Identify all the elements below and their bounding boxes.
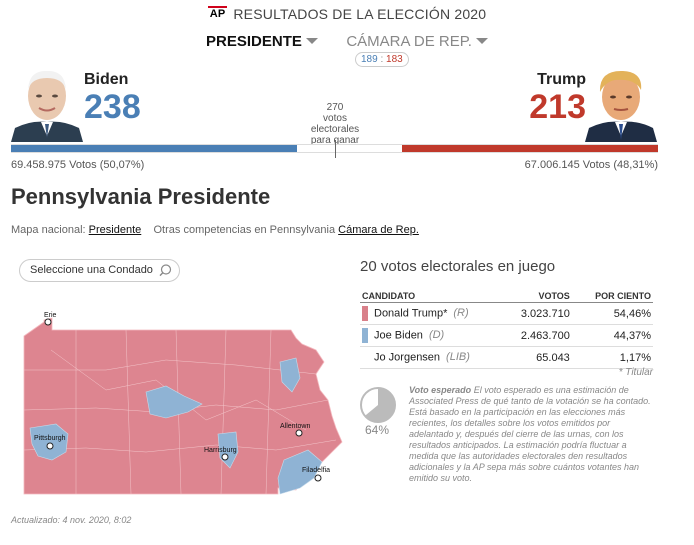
candidate-cell: Joe Biden (D)	[360, 324, 500, 347]
city-markers: Erie Pittsburgh Harrisburg Allentown Filadel…	[34, 312, 330, 482]
updated-timestamp: Actualizado: 4 nov. 2020, 8:02	[11, 515, 132, 525]
biden-name: Biden	[84, 71, 129, 88]
biden-portrait	[11, 66, 83, 142]
chevron-down-icon	[475, 38, 488, 44]
city-marker	[46, 442, 54, 450]
to-win-line-2: electorales	[310, 124, 360, 135]
electoral-vote-bar	[11, 144, 658, 153]
dem-bar-fill	[11, 145, 298, 152]
county-search-input[interactable]: Seleccione una Condado	[19, 259, 180, 282]
tab-house[interactable]: CÁMARA DE REP.	[346, 33, 488, 50]
table-row[interactable]: Donald Trump* (R) 3.023.710 54,46%	[360, 302, 653, 325]
to-win-number: 270	[326, 102, 344, 113]
candidate-party: (D)	[428, 329, 445, 342]
incumbent-note: * Titular	[618, 367, 653, 378]
city-label: Harrisburg	[204, 447, 237, 454]
tab-house-label: CÁMARA DE REP.	[346, 33, 472, 50]
candidate-name: Joe Biden	[374, 329, 423, 342]
party-swatch	[362, 306, 368, 321]
city-marker	[314, 474, 322, 482]
candidate-votes: 65.043	[500, 346, 572, 369]
biden-electoral-votes: 238	[84, 88, 141, 126]
candidate-name: Donald Trump*	[374, 307, 448, 320]
candidate-percent: 1,17%	[571, 346, 653, 369]
trump-portrait	[585, 66, 657, 142]
race-tabs: PRESIDENTE CÁMARA DE REP.	[0, 33, 694, 51]
trump-electoral-votes: 213	[529, 88, 586, 126]
results-table: CANDIDATO VOTOS POR CIENTO Donald Trump*…	[360, 290, 653, 369]
city-label: Allentown	[280, 423, 310, 430]
party-swatch	[362, 350, 368, 365]
national-map-label: Mapa nacional:	[11, 224, 86, 236]
expected-vote-note: Voto esperado El voto esperado es una es…	[409, 385, 655, 484]
expected-vote-text: El voto esperado es una estimación de As…	[409, 385, 651, 483]
county-search-placeholder: Seleccione una Condado	[30, 264, 153, 276]
ap-logo: AP	[207, 6, 228, 20]
city-marker	[221, 453, 229, 461]
candidate-cell: Donald Trump* (R)	[360, 302, 500, 325]
table-row[interactable]: Jo Jorgensen (LIB) 65.043 1,17%	[360, 346, 653, 369]
col-candidate: CANDIDATO	[360, 290, 500, 303]
electoral-votes-title: 20 votos electorales en juego	[360, 258, 556, 275]
county-map[interactable]: Erie Pittsburgh Harrisburg Allentown Filadel…	[16, 300, 346, 500]
table-row[interactable]: Joe Biden (D) 2.463.700 44,37%	[360, 324, 653, 347]
biden-popular-vote: 69.458.975 Votos (50,07%)	[11, 159, 145, 171]
search-icon	[159, 264, 172, 277]
rep-bar-fill	[401, 145, 658, 152]
candidate-name: Jo Jorgensen	[374, 351, 441, 364]
win-threshold-line	[335, 140, 336, 158]
city-marker	[44, 318, 52, 326]
col-percent: POR CIENTO	[571, 290, 653, 303]
candidate-party: (R)	[453, 307, 469, 320]
page-title: Pennsylvania Presidente	[11, 184, 271, 209]
city-label: Erie	[44, 312, 57, 319]
candidate-votes: 2.463.700	[500, 324, 572, 347]
tab-president-label: PRESIDENTE	[206, 33, 302, 50]
city-label: Filadelfia	[302, 467, 330, 474]
to-win-line-1: votos	[323, 113, 347, 124]
city-marker	[295, 429, 303, 437]
dem-counties	[29, 357, 323, 495]
candidate-cell: Jo Jorgensen (LIB)	[360, 346, 500, 369]
city-label: Pittsburgh	[34, 435, 66, 442]
house-seat-badge: 189 : 183	[355, 52, 409, 67]
expected-vote-pie	[360, 387, 396, 423]
header-title: RESULTADOS DE LA ELECCIÓN 2020	[233, 6, 487, 22]
race-links: Mapa nacional: Presidente Otras competen…	[11, 224, 419, 236]
candidate-party: (LIB)	[446, 351, 470, 364]
candidate-votes: 3.023.710	[500, 302, 572, 325]
other-races-label: Otras competencias en Pennsylvania	[153, 224, 336, 236]
expected-vote-slice	[364, 388, 395, 422]
page-header: AP RESULTADOS DE LA ELECCIÓN 2020	[0, 6, 694, 22]
tab-president[interactable]: PRESIDENTE	[206, 33, 318, 50]
expected-vote-heading: Voto esperado	[409, 385, 472, 395]
other-races-link[interactable]: Cámara de Rep.	[338, 224, 419, 236]
trump-popular-vote: 67.006.145 Votos (48,31%)	[524, 159, 658, 171]
candidate-percent: 44,37%	[571, 324, 653, 347]
col-votes: VOTOS	[500, 290, 572, 303]
trump-name: Trump	[537, 71, 586, 88]
national-map-link[interactable]: Presidente	[88, 224, 142, 236]
house-rep-seats: 183	[386, 54, 403, 65]
expected-vote-percent: 64%	[365, 423, 390, 437]
results-header-row: CANDIDATO VOTOS POR CIENTO	[360, 290, 653, 303]
candidate-percent: 54,46%	[571, 302, 653, 325]
house-seats-separator: :	[380, 54, 384, 65]
house-dem-seats: 189	[361, 54, 378, 65]
party-swatch	[362, 328, 368, 343]
chevron-down-icon	[305, 38, 318, 44]
